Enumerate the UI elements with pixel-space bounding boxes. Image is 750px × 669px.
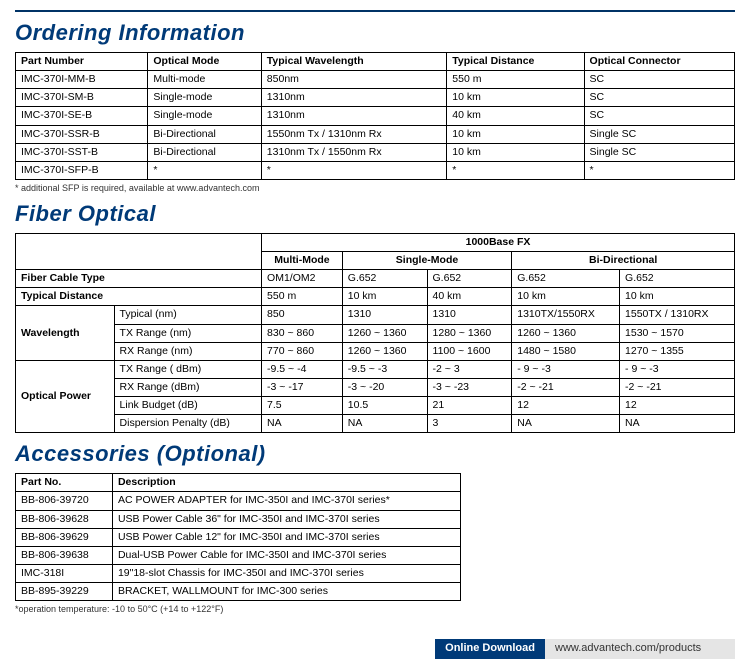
download-label: Online Download bbox=[435, 639, 545, 659]
fiber-group-multimode: Multi-Mode bbox=[262, 252, 343, 270]
row-optical-power: Optical Power bbox=[16, 360, 115, 433]
table-header-row: Part Number Optical Mode Typical Wavelen… bbox=[16, 53, 735, 71]
row-fiber-cable-type: Fiber Cable Type bbox=[16, 270, 262, 288]
table-header-row: Part No. Description bbox=[16, 474, 461, 492]
table-row: IMC-370I-MM-BMulti-mode850nm550 mSC bbox=[16, 71, 735, 89]
fiber-group-singlemode: Single-Mode bbox=[342, 252, 511, 270]
accessories-footnote: *operation temperature: -10 to 50°C (+14… bbox=[15, 604, 735, 614]
accessories-title: Accessories (Optional) bbox=[15, 441, 735, 467]
fiber-title: Fiber Optical bbox=[15, 201, 735, 227]
ordering-footnote: * additional SFP is required, available … bbox=[15, 183, 735, 193]
table-row: IMC-370I-SFP-B**** bbox=[16, 161, 735, 179]
table-row: BB-806-39720AC POWER ADAPTER for IMC-350… bbox=[16, 492, 461, 510]
table-row: BB-806-39629USB Power Cable 12" for IMC-… bbox=[16, 528, 461, 546]
top-rule bbox=[15, 10, 735, 12]
ordering-title: Ordering Information bbox=[15, 20, 735, 46]
table-row: BB-806-39638Dual-USB Power Cable for IMC… bbox=[16, 546, 461, 564]
table-row: IMC-370I-SM-BSingle-mode1310nm10 kmSC bbox=[16, 89, 735, 107]
col-description: Description bbox=[112, 474, 460, 492]
table-row: IMC-370I-SE-BSingle-mode1310nm40 kmSC bbox=[16, 107, 735, 125]
table-row: BB-895-39229BRACKET, WALLMOUNT for IMC-3… bbox=[16, 583, 461, 601]
col-optical-connector: Optical Connector bbox=[584, 53, 734, 71]
fiber-corner-blank bbox=[16, 233, 262, 269]
download-url[interactable]: www.advantech.com/products bbox=[545, 639, 735, 659]
table-row: IMC-318I19"18-slot Chassis for IMC-350I … bbox=[16, 564, 461, 582]
fiber-table: 1000Base FX Multi-Mode Single-Mode Bi-Di… bbox=[15, 233, 735, 433]
col-part-number: Part Number bbox=[16, 53, 148, 71]
accessories-table: Part No. Description BB-806-39720AC POWE… bbox=[15, 473, 461, 601]
table-row: BB-806-39628USB Power Cable 36" for IMC-… bbox=[16, 510, 461, 528]
table-row: IMC-370I-SST-BBi-Directional1310nm Tx / … bbox=[16, 143, 735, 161]
row-typical-distance: Typical Distance bbox=[16, 288, 262, 306]
download-bar: Online Download www.advantech.com/produc… bbox=[15, 639, 735, 659]
fiber-group-bidir: Bi-Directional bbox=[512, 252, 735, 270]
col-part-no: Part No. bbox=[16, 474, 113, 492]
ordering-table: Part Number Optical Mode Typical Wavelen… bbox=[15, 52, 735, 180]
col-typical-distance: Typical Distance bbox=[447, 53, 584, 71]
col-optical-mode: Optical Mode bbox=[148, 53, 261, 71]
row-wavelength: Wavelength bbox=[16, 306, 115, 360]
table-row: IMC-370I-SSR-BBi-Directional1550nm Tx / … bbox=[16, 125, 735, 143]
fiber-top-header: 1000Base FX bbox=[262, 233, 735, 251]
col-typical-wavelength: Typical Wavelength bbox=[261, 53, 446, 71]
